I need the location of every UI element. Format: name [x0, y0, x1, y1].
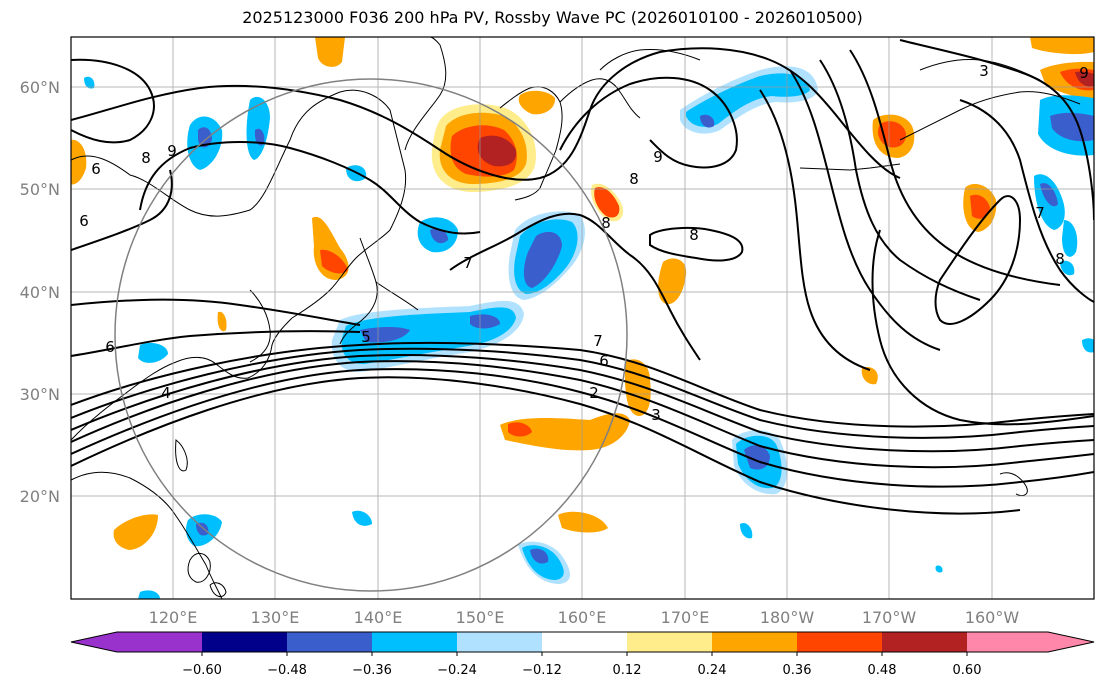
colorbar-swatch — [287, 632, 373, 652]
contour-6-west — [71, 298, 361, 326]
lon-label-160e: 160°E — [558, 608, 607, 627]
contour-trough-2 — [789, 69, 941, 351]
contour-9-north — [559, 76, 738, 169]
contour-trough-1 — [759, 89, 871, 371]
contour-label: 6 — [79, 212, 89, 230]
colorbar-swatch — [457, 632, 543, 652]
lon-label-170w: 170°W — [862, 608, 917, 627]
colorbar-tick-label: 0.12 — [613, 663, 642, 678]
colorbar-swatch — [117, 632, 203, 652]
lon-label-180w: 180°W — [760, 608, 815, 627]
colorbar-tick-label: 0.36 — [783, 663, 812, 678]
map-content: 8 9 6 6 7 5 9 8 8 8 7 6 2 3 4 6 9 3 7 8 — [71, 37, 1094, 599]
contour-label: 3 — [651, 406, 661, 424]
chart-title: 2025123000 F036 200 hPa PV, Rossby Wave … — [242, 8, 863, 27]
contour-label: 9 — [167, 142, 177, 160]
colorbar-swatch — [372, 632, 458, 652]
colorbar-tick-label: 0.48 — [868, 663, 897, 678]
lon-label-130e: 130°E — [251, 608, 300, 627]
pv-contours — [71, 39, 1094, 515]
jet-contour-5 — [71, 368, 1094, 488]
contour-label: 8 — [141, 149, 151, 167]
contour-9-ridge — [139, 141, 481, 235]
contour-label: 6 — [105, 338, 115, 356]
contour-label: 6 — [91, 160, 101, 178]
colorbar-tick-label: 0.24 — [698, 663, 727, 678]
lat-label-60n: 60°N — [20, 78, 60, 97]
latitude-labels: 60°N 50°N 40°N 30°N 20°N — [20, 78, 60, 506]
contour-label: 4 — [161, 384, 171, 402]
contour-east-2 — [959, 99, 1094, 303]
lat-label-40n: 40°N — [20, 283, 60, 302]
contour-label: 8 — [689, 226, 699, 244]
lat-label-30n: 30°N — [20, 385, 60, 404]
colorbar-tick-label: 0.60 — [953, 663, 982, 678]
colorbar-outline — [70, 631, 1095, 653]
lat-label-20n: 20°N — [20, 487, 60, 506]
colorbar-tick-label: −0.48 — [267, 663, 307, 678]
colorbar-swatch — [967, 632, 1049, 652]
pv-anomaly-shading — [71, 37, 1094, 599]
contour-east-loop — [934, 195, 1022, 325]
colorbar-swatch — [797, 632, 883, 652]
contour-label: 7 — [463, 254, 473, 272]
colorbar-swatch — [542, 632, 628, 652]
contour-trough-4 — [849, 49, 1061, 286]
colorbar-tick-label: −0.24 — [437, 663, 477, 678]
jet-contour-2 — [71, 347, 1094, 439]
contour-label: 8 — [601, 214, 611, 232]
contour-trough-3 — [819, 59, 981, 301]
lon-label-170e: 170°E — [661, 608, 710, 627]
jet-contour-6 — [71, 376, 1021, 515]
contour-label: 9 — [1079, 64, 1089, 82]
contour-label: 8 — [629, 170, 639, 188]
jet-contour-3 — [71, 353, 1094, 453]
contour-label: 5 — [361, 328, 371, 346]
contour-labels: 8 9 6 6 7 5 9 8 8 8 7 6 2 3 4 6 9 3 7 8 — [79, 62, 1089, 424]
map-frame — [70, 36, 1095, 600]
lon-label-120e: 120°E — [149, 608, 198, 627]
contour-8-ridge — [71, 47, 901, 181]
colorbar-max-arrow — [1048, 632, 1094, 652]
contour-label: 2 — [589, 384, 599, 402]
jet-contour-4 — [71, 360, 1094, 469]
lat-label-50n: 50°N — [20, 180, 60, 199]
colorbar: −0.60 −0.48 −0.36 −0.24 −0.12 0.12 0.24 … — [70, 631, 1095, 678]
contour-nw-loop — [71, 58, 155, 144]
colorbar-swatch — [627, 632, 713, 652]
colorbar-swatch — [712, 632, 798, 652]
colorbar-tick-label: −0.36 — [352, 663, 392, 678]
contour-nw-outer — [71, 169, 173, 251]
contour-label: 9 — [653, 148, 663, 166]
contour-6-sw — [71, 330, 361, 357]
contour-label: 7 — [1035, 204, 1045, 222]
lon-label-160w: 160°W — [965, 608, 1020, 627]
contour-7-central — [449, 212, 701, 361]
colorbar-tick-label: −0.60 — [182, 663, 222, 678]
contour-east-1 — [899, 39, 1094, 221]
contour-label: 7 — [593, 332, 603, 350]
longitude-labels: 120°E 130°E 140°E 150°E 160°E 170°E 180°… — [149, 608, 1020, 627]
colorbar-tick-label: −0.12 — [522, 663, 562, 678]
contour-label: 6 — [599, 352, 609, 370]
range-circle — [114, 78, 628, 592]
contour-label: 3 — [979, 62, 989, 80]
colorbar-swatch — [202, 632, 288, 652]
contour-lower-east — [871, 229, 1094, 426]
contour-label: 8 — [1055, 250, 1065, 268]
colorbar-swatch — [882, 632, 968, 652]
contour-8-central — [649, 226, 744, 262]
jet-contour-1 — [71, 341, 1094, 428]
lon-label-140e: 140°E — [354, 608, 403, 627]
colorbar-ticks — [201, 652, 968, 656]
gridlines — [71, 37, 1094, 599]
colorbar-min-arrow — [71, 632, 117, 652]
lon-label-150e: 150°E — [456, 608, 505, 627]
